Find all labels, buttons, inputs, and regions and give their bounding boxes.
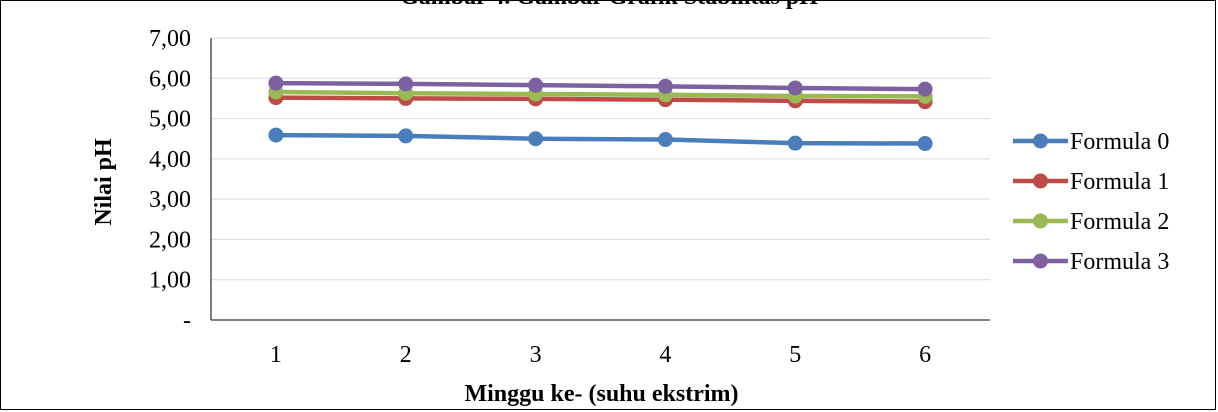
legend-entry: Formula 2 (1013, 209, 1169, 235)
x-tick-label: 2 (400, 342, 412, 368)
legend-label: Formula 0 (1070, 129, 1169, 155)
x-tick-label: 4 (659, 342, 671, 368)
legend-entry: Formula 1 (1013, 169, 1169, 195)
x-tick-label: 5 (789, 342, 801, 368)
data-point (657, 132, 673, 148)
y-tick-label: 5,00 (149, 107, 191, 133)
x-tick-label: 3 (530, 342, 542, 368)
data-point (398, 76, 414, 92)
legend-label: Formula 1 (1070, 169, 1169, 195)
x-axis-title: Minggu ke- (suhu ekstrim) (464, 381, 738, 407)
data-point (528, 131, 544, 147)
legend-marker (1033, 253, 1048, 269)
data-point (528, 77, 544, 93)
series-lines (268, 75, 933, 152)
data-point (657, 78, 673, 94)
y-tick-label: 2,00 (149, 227, 191, 253)
y-tick-label: 6,00 (149, 66, 191, 92)
data-point (787, 135, 803, 151)
data-point (398, 128, 414, 144)
legend-label: Formula 2 (1070, 209, 1169, 235)
legend-entry: Formula 3 (1013, 249, 1169, 275)
chart-title: Gambar 4. Gambar Grafik Stabilitas pH (0, 0, 1218, 11)
x-tick-label: 6 (919, 342, 931, 368)
x-tick-labels: 1 2 3 4 5 6 (270, 342, 931, 368)
x-tick-label: 1 (270, 342, 282, 368)
legend-marker (1033, 133, 1048, 149)
data-point (917, 136, 933, 152)
gridlines (211, 37, 990, 281)
series-line (275, 132, 926, 146)
y-tick-label: 3,00 (149, 187, 191, 213)
series-line (275, 80, 926, 92)
axes (210, 38, 990, 321)
legend-entry: Formula 0 (1013, 129, 1169, 155)
y-tick-label: - (183, 308, 191, 334)
series-0 (268, 127, 933, 152)
data-point (268, 127, 284, 143)
y-tick-label: 4,00 (149, 147, 191, 173)
data-point (787, 80, 803, 96)
series-3 (268, 75, 933, 97)
series-line (275, 89, 926, 99)
y-tick-labels: - 1,00 2,00 3,00 4,00 5,00 6,00 7,00 (149, 26, 191, 334)
y-tick-label: 7,00 (149, 26, 191, 52)
legend-marker (1033, 213, 1048, 229)
data-point (268, 75, 284, 91)
y-tick-label: 1,00 (149, 268, 191, 294)
series-line (275, 95, 926, 104)
data-point (917, 81, 933, 97)
legend: Formula 0 Formula 1 Formula 2 Formula 3 (1013, 129, 1169, 275)
legend-label: Formula 3 (1070, 249, 1169, 275)
y-axis-title: Nilai pH (91, 138, 117, 226)
legend-marker (1033, 173, 1048, 189)
